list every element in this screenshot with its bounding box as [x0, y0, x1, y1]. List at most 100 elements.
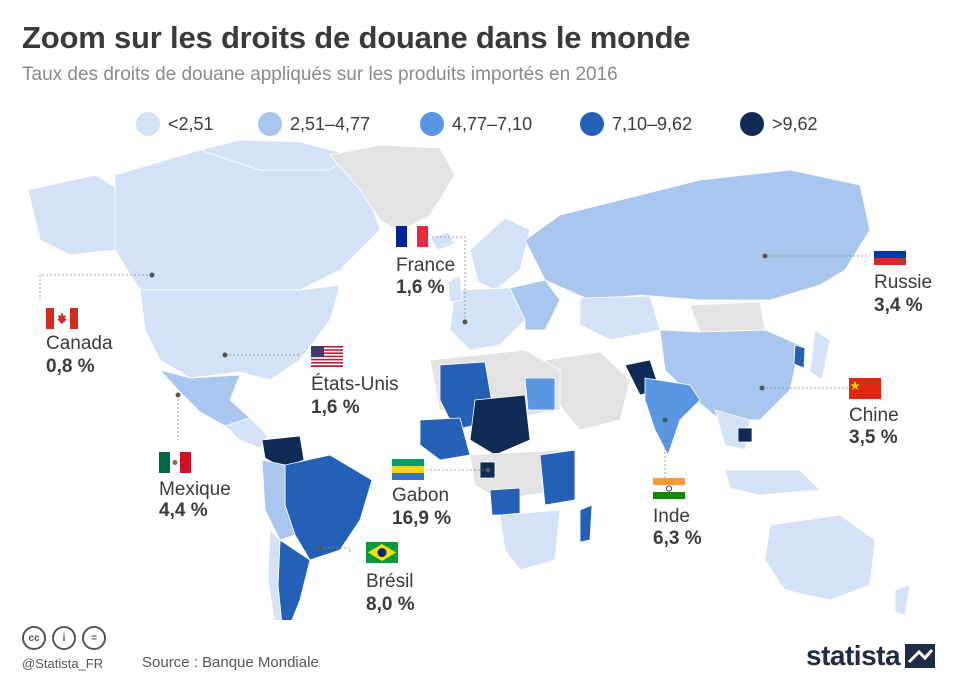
callout-canada-name: Canada [46, 333, 113, 354]
region-indonesia [724, 469, 821, 496]
brand-text: statista [806, 640, 901, 671]
legend-item-2: 2,51–4,77 [258, 112, 370, 136]
legend-label-5: >9,62 [772, 113, 818, 134]
india-flag-icon [653, 478, 685, 499]
callout-brazil-name: Brésil [366, 571, 414, 592]
region-korea [793, 344, 806, 369]
leader-dot-canada [149, 272, 155, 278]
region-southern-africa [499, 509, 561, 571]
region-new-zealand [894, 584, 911, 616]
callout-mexico-name: Mexique [159, 479, 231, 500]
region-russia [524, 169, 871, 301]
region-west-africa [419, 417, 471, 461]
leader-dot-mexico [175, 392, 181, 398]
region-usa [139, 284, 341, 381]
leader-dot-usa [222, 352, 228, 358]
callout-india-value: 6,3 % [653, 528, 702, 549]
gabon-flag-icon [392, 459, 424, 480]
region-europe [429, 217, 561, 351]
callout-china-value: 3,5 % [849, 427, 898, 448]
legend-swatch-3 [420, 112, 444, 136]
leader-dot-russia [762, 253, 768, 259]
region-alaska [27, 174, 121, 256]
legend-item-1: <2,51 [136, 112, 214, 136]
leader-dot-brazil [317, 545, 323, 551]
region-scandinavia [469, 217, 531, 291]
callout-gabon-value: 16,9 % [392, 508, 452, 529]
region-uk [447, 275, 463, 303]
france-flag-icon [396, 226, 428, 247]
statista-logo[interactable]: statista [806, 640, 936, 672]
leader-dots [149, 253, 768, 551]
callout-india-name: Inde [653, 506, 690, 527]
region-peru-bolivia [261, 459, 296, 541]
region-iceland [429, 231, 456, 251]
region-east-africa [539, 449, 576, 506]
region-mexico [158, 369, 251, 427]
region-south-america [261, 435, 373, 620]
region-angola [489, 487, 521, 516]
callout-china-name: Chine [849, 405, 899, 426]
leader-line-canada [39, 274, 152, 300]
legend-label-2: 2,51–4,77 [290, 113, 371, 134]
region-sahel [469, 394, 531, 456]
callout-usa-value: 1,6 % [311, 397, 360, 418]
world-map [27, 140, 911, 620]
leader-lines [39, 236, 870, 552]
legend-swatch-4 [580, 112, 604, 136]
callout-france-value: 1,6 % [396, 277, 445, 298]
region-chile [267, 529, 282, 620]
region-mongolia [689, 301, 766, 333]
legend-item-4: 7,10–9,62 [580, 112, 692, 136]
legend-swatch-1 [136, 112, 160, 136]
source-text: Source : Banque Mondiale [142, 654, 319, 671]
region-india [644, 377, 701, 457]
twitter-handle[interactable]: @Statista_FR [22, 656, 104, 671]
cc-icon[interactable]: cc [22, 626, 46, 650]
callout-france-name: France [396, 255, 456, 276]
callout-russia-name: Russie [874, 272, 933, 293]
page-title: Zoom sur les droits de douane dans le mo… [22, 20, 691, 55]
leader-line-france [430, 236, 466, 322]
legend-label-3: 4,77–7,10 [452, 113, 533, 134]
region-australia [764, 514, 876, 601]
legend-swatch-2 [258, 112, 282, 136]
canada-flag-icon [46, 308, 78, 329]
region-greenland [329, 144, 456, 233]
leader-line-brazil [320, 547, 351, 552]
china-flag-icon [849, 378, 881, 399]
callout-brazil-value: 8,0 % [366, 594, 415, 615]
russia-flag-icon [874, 244, 906, 265]
attribution-icon[interactable]: i [52, 626, 76, 650]
region-egypt [524, 377, 556, 411]
region-north-america [27, 140, 381, 381]
callout-usa-name: États-Unis [311, 374, 399, 395]
region-africa [419, 349, 593, 571]
mexico-flag-icon [159, 452, 191, 473]
leader-dot-china [759, 385, 765, 391]
legend: <2,51 2,51–4,77 4,77–7,10 7,10–9,62 >9,6… [0, 112, 960, 136]
callout-canada-value: 0,8 % [46, 356, 95, 377]
callout-russia-value: 3,4 % [874, 295, 923, 316]
legend-label-1: <2,51 [168, 113, 214, 134]
region-madagascar [579, 504, 593, 543]
legend-swatch-5 [740, 112, 764, 136]
brand-mark-icon [905, 644, 936, 668]
callout-mexico-value: 4,4 % [159, 500, 208, 521]
leader-dot-france [462, 319, 468, 325]
leader-dot-india [662, 417, 668, 423]
no-derivatives-icon[interactable]: = [82, 626, 106, 650]
region-kazakhstan [579, 295, 661, 341]
legend-item-5: >9,62 [740, 112, 818, 136]
legend-label-4: 7,10–9,62 [612, 113, 693, 134]
leader-dot-gabon [485, 467, 491, 473]
license-icons: cc i = [22, 626, 106, 650]
usa-flag-icon [311, 346, 343, 367]
legend-item-3: 4,77–7,10 [420, 112, 532, 136]
page-subtitle: Taux des droits de douane appliqués sur … [22, 64, 618, 85]
brazil-flag-icon [366, 542, 398, 563]
region-japan [809, 329, 831, 381]
region-thailand [737, 427, 753, 443]
callout-gabon-name: Gabon [392, 485, 450, 506]
region-brazil [284, 454, 373, 561]
